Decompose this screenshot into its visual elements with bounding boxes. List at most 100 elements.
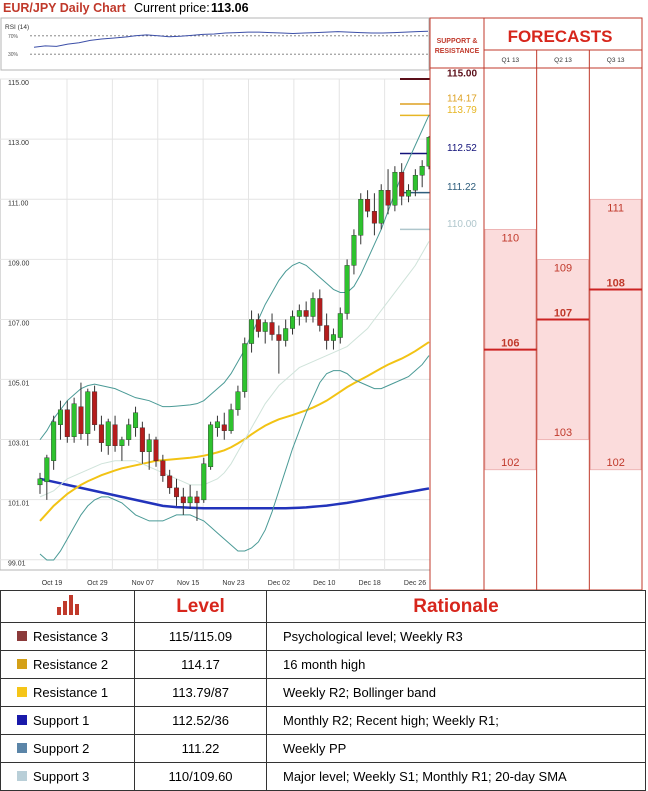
current-price-value: 113.06 (211, 1, 249, 15)
candle-body (378, 190, 384, 224)
indicator-line-2 (39, 114, 430, 441)
candle-body (44, 457, 50, 483)
candle-body (57, 409, 63, 425)
candle-body (112, 424, 118, 446)
y-tick-label: 105.01 (8, 380, 30, 387)
level-type-label: Support 1 (33, 713, 90, 729)
forecast-mid-label: 107 (554, 308, 572, 320)
x-tick-label: Nov 15 (177, 580, 199, 587)
table-header-level: Level (134, 590, 267, 623)
forecast-high-label: 109 (554, 262, 572, 274)
levels-table: Level Rationale Resistance 3 115/115.09 Ps… (0, 590, 646, 791)
candle-body (303, 310, 309, 317)
candle-body (194, 496, 200, 504)
level-color-swatch (17, 631, 27, 642)
indicator-line-1 (39, 341, 430, 522)
level-type-label: Resistance 1 (33, 685, 109, 701)
table-row: Resistance 1 113.79/87 Weekly R2; Bollinge… (0, 678, 646, 707)
rationale-cell: Monthly R2; Recent high; Weekly R1; (266, 706, 646, 735)
sr-level-label: 114.17 (447, 93, 477, 104)
level-value-cell: 114.17 (134, 650, 267, 679)
forecasts-title: FORECASTS (508, 27, 613, 46)
level-color-swatch (17, 743, 27, 754)
candle-body (71, 403, 77, 437)
candle-body (78, 406, 84, 434)
candle-body (296, 310, 302, 317)
candle-body (249, 319, 255, 344)
candle-body (269, 322, 275, 335)
candle-body (276, 334, 282, 341)
sr-level-label: 113.79 (447, 105, 477, 116)
rationale-cell: Major level; Weekly S1; Monthly R1; 20-d… (266, 762, 646, 791)
level-type-label: Support 2 (33, 741, 90, 757)
y-tick-label: 115.00 (8, 80, 29, 87)
x-tick-label: Dec 26 (404, 580, 426, 587)
forecasts-panel: FORECASTS Q1 13 110 106 102 Q2 13 109 107 103 Q3… (483, 17, 643, 590)
candle-body (214, 421, 220, 428)
level-value-cell: 112.52/36 (134, 706, 267, 735)
forecast-col-header: Q3 13 (607, 57, 625, 64)
candle-body (242, 343, 248, 392)
rsi-label: RSI (14) (5, 24, 29, 31)
level-color-swatch (17, 715, 27, 726)
level-type-cell: Resistance 1 (0, 678, 135, 707)
indicator-lines (39, 114, 430, 561)
rationale-cell: Weekly PP (266, 734, 646, 763)
support-resistance-panel (429, 17, 485, 590)
rationale-cell: 16 month high (266, 650, 646, 679)
sr-level-label: 115.00 (447, 69, 477, 80)
candle-body (64, 409, 70, 437)
forecast-col-header: Q2 13 (554, 57, 572, 64)
candle-body (358, 199, 364, 236)
current-price-label: Current price: (134, 1, 210, 15)
candle-body (92, 391, 98, 425)
support-resistance-header-1: SUPPORT & (437, 38, 478, 45)
indicator-line-3 (39, 355, 430, 561)
candle-body (146, 439, 152, 452)
candle-body (283, 328, 289, 341)
level-type-cell: Support 3 (0, 762, 135, 791)
x-tick-label: Oct 19 (42, 580, 63, 587)
y-tick-label: 109.00 (8, 260, 30, 267)
candle-body (371, 211, 377, 224)
forecast-col-header: Q1 13 (501, 57, 519, 64)
candle-body (419, 165, 425, 176)
x-tick-label: Oct 29 (87, 580, 108, 587)
level-type-cell: Support 1 (0, 706, 135, 735)
level-type-label: Resistance 3 (33, 629, 109, 645)
candle-body (344, 265, 350, 314)
support-resistance-header-2: RESISTANCE (435, 48, 480, 55)
level-type-cell: Resistance 2 (0, 650, 135, 679)
x-axis-ticks: Oct 19 Oct 29 Nov 07 Nov 15 Nov 23 Dec 02 Dec … (42, 580, 427, 587)
candle-body (317, 298, 323, 326)
candle-body (392, 171, 398, 206)
x-tick-label: Dec 02 (268, 580, 290, 587)
level-value-cell: 113.79/87 (134, 678, 267, 707)
x-tick-label: Dec 18 (359, 580, 381, 587)
candle-body (187, 496, 193, 504)
candle-body (330, 334, 336, 341)
chart-area: RSI (14) 70% 30% 115.00 113.00 111.00 109.00… (0, 17, 643, 590)
candle-body (406, 190, 412, 197)
forecast-high-label: 110 (502, 232, 520, 244)
level-type-cell: Support 2 (0, 734, 135, 763)
sr-level-label: 110.00 (447, 219, 477, 230)
indicator-line-0 (39, 477, 430, 510)
candle-body (351, 235, 357, 266)
level-type-label: Support 3 (33, 769, 90, 785)
forecast-high-label: 111 (607, 202, 624, 214)
forecast-low-label: 102 (501, 457, 519, 469)
rsi-panel: RSI (14) 70% 30% (0, 17, 430, 71)
y-axis-ticks: 115.00 113.00 111.00 109.00 107.00 105.01 103.… (8, 80, 30, 568)
forecast-range-box (590, 198, 642, 471)
level-value-cell: 111.22 (134, 734, 267, 763)
table-header-row: Level Rationale (0, 590, 646, 623)
bar-chart-icon (55, 593, 81, 615)
rationale-cell: Psychological level; Weekly R3 (266, 622, 646, 651)
candle-body (98, 424, 104, 443)
level-color-swatch (17, 687, 27, 698)
candle-body (324, 325, 330, 341)
candle-body (385, 190, 391, 206)
candle-body (133, 412, 139, 428)
